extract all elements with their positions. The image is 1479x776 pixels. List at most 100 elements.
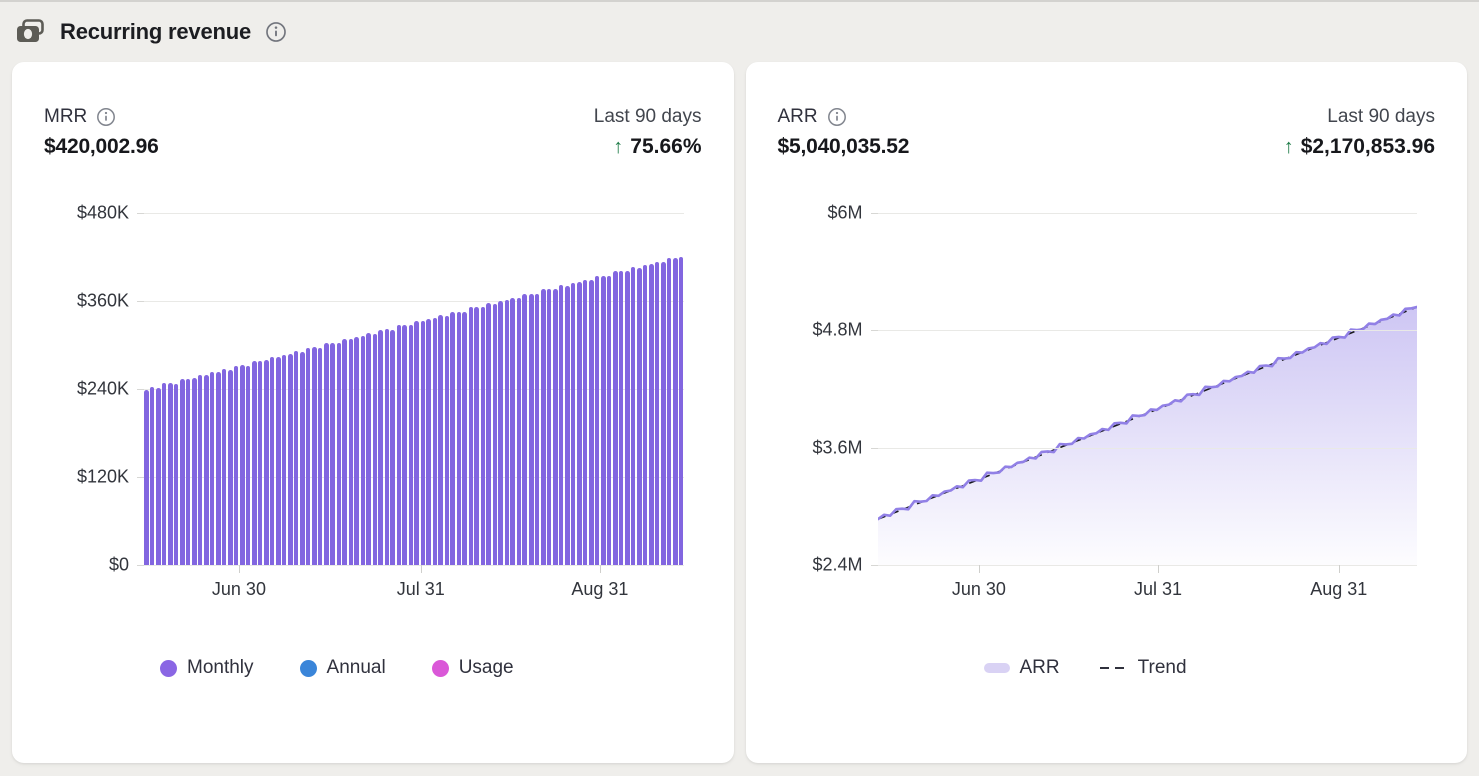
mrr-bar[interactable]: [565, 285, 570, 565]
mrr-bar[interactable]: [492, 303, 498, 565]
mrr-bar[interactable]: [276, 357, 281, 565]
mrr-bar[interactable]: [613, 271, 618, 565]
mrr-bar[interactable]: [317, 347, 323, 565]
mrr-bar[interactable]: [534, 294, 540, 565]
mrr-bar[interactable]: [288, 353, 293, 565]
mrr-bar[interactable]: [468, 306, 474, 565]
mrr-bar[interactable]: [329, 343, 335, 565]
mrr-bar[interactable]: [570, 282, 576, 565]
mrr-bar[interactable]: [516, 298, 522, 565]
mrr-info-icon[interactable]: [96, 107, 116, 127]
mrr-bar[interactable]: [168, 383, 173, 565]
mrr-bar[interactable]: [144, 389, 149, 565]
mrr-bar[interactable]: [666, 258, 672, 565]
mrr-bar[interactable]: [462, 311, 467, 565]
mrr-bar[interactable]: [541, 289, 546, 565]
mrr-bar[interactable]: [474, 307, 479, 565]
monthly-dot-icon: [160, 659, 177, 677]
mrr-bar[interactable]: [390, 329, 395, 565]
mrr-bar[interactable]: [432, 318, 438, 565]
mrr-bar[interactable]: [606, 276, 612, 565]
mrr-bar[interactable]: [197, 374, 203, 565]
mrr-bar[interactable]: [654, 261, 660, 565]
mrr-bar[interactable]: [360, 336, 366, 565]
mrr-bar[interactable]: [185, 378, 191, 565]
arr-chart-svg[interactable]: [877, 213, 1418, 565]
mrr-bar[interactable]: [480, 306, 486, 565]
mrr-bar[interactable]: [366, 333, 371, 565]
arr-legend: ARR Trend: [983, 657, 1436, 679]
mrr-bar[interactable]: [486, 303, 491, 565]
mrr-bar[interactable]: [661, 262, 666, 565]
mrr-bar[interactable]: [180, 378, 185, 565]
mrr-bar[interactable]: [300, 351, 305, 565]
mrr-bar[interactable]: [522, 294, 527, 565]
arr-area-chart[interactable]: $6M $4.8M $3.6M $2.4M Jun 30 Jul 31 Aug 31: [812, 203, 1418, 599]
mrr-bar[interactable]: [378, 329, 383, 565]
mrr-bar[interactable]: [396, 324, 402, 565]
y-tick-mark: [137, 301, 144, 302]
mrr-bar[interactable]: [510, 297, 515, 565]
mrr-bar[interactable]: [577, 282, 582, 565]
mrr-bar[interactable]: [642, 265, 648, 565]
mrr-bar[interactable]: [209, 372, 215, 565]
mrr-bar[interactable]: [204, 375, 209, 565]
mrr-bar[interactable]: [257, 360, 263, 565]
mrr-bar[interactable]: [324, 342, 329, 565]
arr-info-icon[interactable]: [827, 107, 847, 127]
mrr-bar[interactable]: [618, 271, 624, 565]
mrr-bar[interactable]: [678, 257, 684, 565]
mrr-bar[interactable]: [269, 356, 275, 565]
mrr-bar[interactable]: [173, 383, 179, 565]
mrr-bar[interactable]: [450, 311, 455, 565]
mrr-bar[interactable]: [553, 288, 558, 565]
mrr-bar[interactable]: [673, 257, 678, 565]
section-info-icon[interactable]: [265, 21, 287, 43]
mrr-bar[interactable]: [456, 311, 462, 565]
mrr-bar[interactable]: [156, 387, 161, 565]
mrr-bar[interactable]: [529, 293, 534, 565]
mrr-bar[interactable]: [649, 264, 654, 565]
mrr-bar[interactable]: [558, 285, 564, 565]
mrr-bar[interactable]: [438, 315, 443, 565]
mrr-bar[interactable]: [498, 300, 503, 565]
mrr-bar[interactable]: [161, 383, 167, 565]
mrr-bar[interactable]: [221, 369, 227, 565]
mrr-bar[interactable]: [444, 316, 450, 565]
mrr-bar[interactable]: [384, 329, 390, 565]
mrr-bar[interactable]: [192, 378, 197, 565]
mrr-bar[interactable]: [149, 387, 155, 565]
mrr-bar[interactable]: [281, 354, 287, 565]
mrr-bar[interactable]: [348, 339, 354, 565]
mrr-bars[interactable]: [144, 213, 684, 565]
mrr-bar[interactable]: [305, 347, 311, 565]
mrr-bar[interactable]: [342, 339, 347, 565]
mrr-bar[interactable]: [601, 275, 606, 565]
mrr-bar[interactable]: [233, 365, 239, 565]
mrr-bar[interactable]: [630, 267, 636, 565]
mrr-bar[interactable]: [582, 279, 588, 565]
mrr-bar-chart[interactable]: $480K $360K $240K $120K $0 Jun 30 Jul 31 Aug 31: [77, 203, 684, 599]
mrr-bar[interactable]: [594, 276, 600, 565]
mrr-bar[interactable]: [293, 351, 299, 565]
mrr-bar[interactable]: [354, 336, 359, 565]
mrr-bar[interactable]: [504, 300, 510, 565]
mrr-bar[interactable]: [264, 360, 269, 565]
mrr-bar[interactable]: [402, 325, 407, 565]
mrr-bar[interactable]: [216, 371, 221, 565]
mrr-bar[interactable]: [589, 280, 594, 565]
mrr-bar[interactable]: [372, 333, 378, 565]
mrr-bar[interactable]: [637, 267, 642, 565]
mrr-bar[interactable]: [408, 324, 414, 565]
mrr-bar[interactable]: [336, 342, 342, 565]
mrr-bar[interactable]: [414, 321, 419, 565]
mrr-bar[interactable]: [252, 360, 257, 565]
mrr-bar[interactable]: [312, 347, 317, 565]
mrr-bar[interactable]: [420, 321, 426, 565]
mrr-bar[interactable]: [245, 365, 251, 565]
mrr-bar[interactable]: [546, 289, 552, 565]
mrr-bar[interactable]: [240, 365, 245, 565]
mrr-bar[interactable]: [426, 318, 431, 565]
mrr-bar[interactable]: [228, 369, 233, 565]
mrr-bar[interactable]: [625, 271, 630, 565]
